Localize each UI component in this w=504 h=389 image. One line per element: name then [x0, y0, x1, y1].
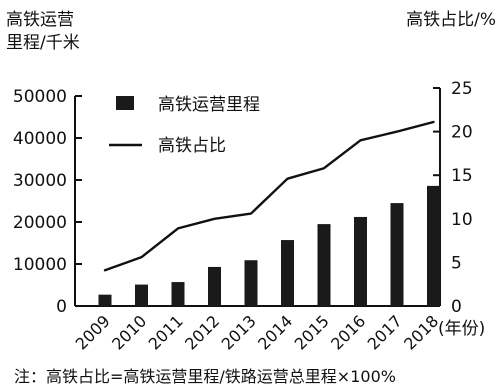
- line-series-高铁占比: [103, 120, 435, 272]
- x-axis-tick-label: 2009: [72, 311, 114, 353]
- bar-2013: [244, 260, 258, 306]
- x-axis-tick-label: 2017: [364, 311, 406, 353]
- bar-2010: [135, 284, 148, 306]
- bar-2016: [354, 216, 367, 306]
- x-axis-tick-label: 2011: [145, 311, 187, 353]
- x-axis-title: (年份): [438, 319, 485, 339]
- legend-bar-swatch: [116, 96, 134, 110]
- right-axis-tick-label: 0: [451, 297, 462, 317]
- left-axis-tick-label: 10000: [13, 255, 67, 275]
- right-axis-tick-label: 15: [451, 166, 473, 186]
- bar-2011: [171, 282, 185, 306]
- x-axis-tick-label: 2012: [181, 311, 223, 353]
- chart-footnote: 注：高铁占比=高铁运营里程/铁路运营总里程×100%: [14, 367, 396, 386]
- bar-2014: [281, 240, 294, 306]
- left-axis-tick-label: 0: [56, 297, 67, 317]
- left-axis-title-line-1: 高铁运营: [6, 10, 74, 30]
- x-axis-tick-label: 2015: [291, 311, 333, 353]
- bar-2009: [98, 294, 112, 306]
- left-axis-tick-label: 50000: [13, 87, 67, 107]
- legend-line-label: 高铁占比: [158, 136, 226, 156]
- legend-bar-label: 高铁运营里程: [158, 95, 260, 115]
- right-axis-title: 高铁占比/%: [406, 10, 496, 30]
- bar-2017: [390, 203, 404, 306]
- right-axis-tick-label: 25: [451, 79, 473, 99]
- left-axis-tick-label: 40000: [13, 129, 67, 149]
- bar-series-group: [98, 185, 440, 306]
- x-axis-tick-label: 2013: [218, 311, 260, 353]
- left-axis-tick-label: 20000: [13, 213, 67, 233]
- x-axis-tick-label: 2018: [400, 311, 442, 353]
- right-axis-tick-label: 5: [451, 253, 462, 273]
- bar-2015: [317, 224, 331, 306]
- bar-2012: [208, 266, 221, 306]
- bar-2018: [427, 185, 440, 306]
- right-axis-tick-label: 10: [451, 210, 473, 230]
- left-axis-ticks: 0 10000 20000 30000 40000 50000: [13, 87, 82, 317]
- left-axis-tick-label: 30000: [13, 171, 67, 191]
- chart-legend: 高铁运营里程 高铁占比: [109, 95, 260, 156]
- left-axis-title-line-2: 里程/千米: [6, 33, 80, 53]
- x-axis-tick-label: 2014: [254, 311, 296, 353]
- right-axis-tick-label: 20: [451, 123, 473, 143]
- x-axis-tick-label: 2010: [108, 311, 150, 353]
- x-axis-tick-label: 2016: [327, 311, 369, 353]
